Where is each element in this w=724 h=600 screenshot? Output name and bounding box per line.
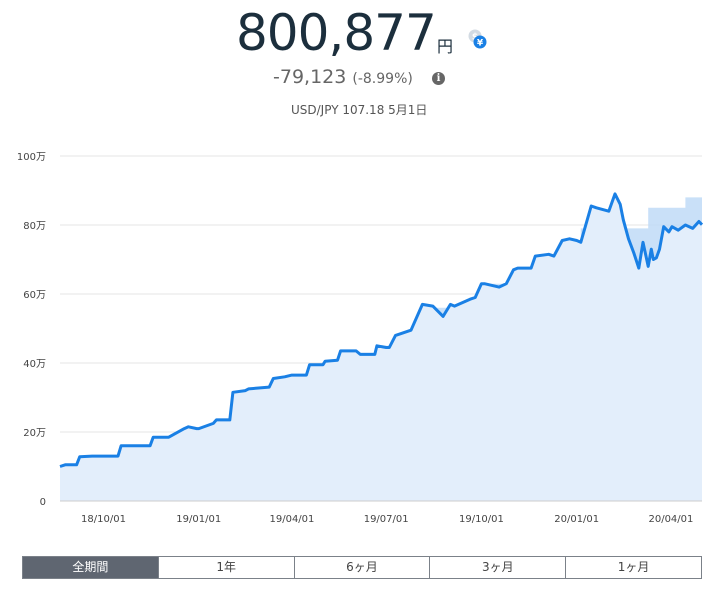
x-tick-label: 20/04/01: [648, 514, 693, 525]
valuation-change: -79,123 (-8.99%): [273, 66, 413, 88]
y-tick-label: 20万: [23, 428, 46, 439]
tab-1y[interactable]: 1年: [157, 557, 294, 578]
asset-chart: 0 20万 40万 60万 80万 100万 18/10/01 19/01/01 19/04/0…: [17, 152, 704, 525]
x-tick-label: 19/01/01: [176, 514, 221, 525]
tab-6m[interactable]: 6ヶ月: [293, 557, 430, 578]
info-icon[interactable]: i: [432, 72, 445, 85]
tab-3m[interactable]: 3ヶ月: [429, 557, 566, 578]
svg-text:$: $: [472, 33, 478, 43]
tab-all[interactable]: 全期間: [23, 557, 158, 578]
valuation-line: [59, 192, 704, 468]
summary-header: 800,877 円 $ ¥ -79,123 (-8.99%) i USD/JPY…: [0, 0, 724, 130]
x-tick-label: 18/10/01: [81, 514, 126, 525]
x-tick-label: 19/07/01: [364, 514, 409, 525]
y-tick-label: 40万: [23, 359, 46, 370]
y-tick-label: 0: [40, 497, 46, 508]
currency-unit: 円: [437, 37, 454, 56]
x-tick-label: 20/01/01: [554, 514, 599, 525]
x-tick-label: 19/10/01: [459, 514, 504, 525]
y-tick-label: 100万: [17, 152, 46, 163]
y-tick-label: 80万: [23, 221, 46, 232]
x-tick-label: 19/04/01: [269, 514, 314, 525]
total-valuation: 800,877: [236, 4, 437, 62]
currency-exchange-icon[interactable]: $ ¥: [466, 28, 488, 50]
change-amount: -79,123: [273, 66, 347, 88]
y-tick-label: 60万: [23, 290, 46, 301]
period-tabs: 全期間 1年 6ヶ月 3ヶ月 1ヶ月: [22, 556, 702, 579]
change-percent: (-8.99%): [352, 71, 413, 87]
svg-text:¥: ¥: [477, 39, 484, 49]
tab-1m[interactable]: 1ヶ月: [565, 557, 701, 578]
exchange-rate: USD/JPY 107.18 5月1日: [291, 103, 428, 117]
